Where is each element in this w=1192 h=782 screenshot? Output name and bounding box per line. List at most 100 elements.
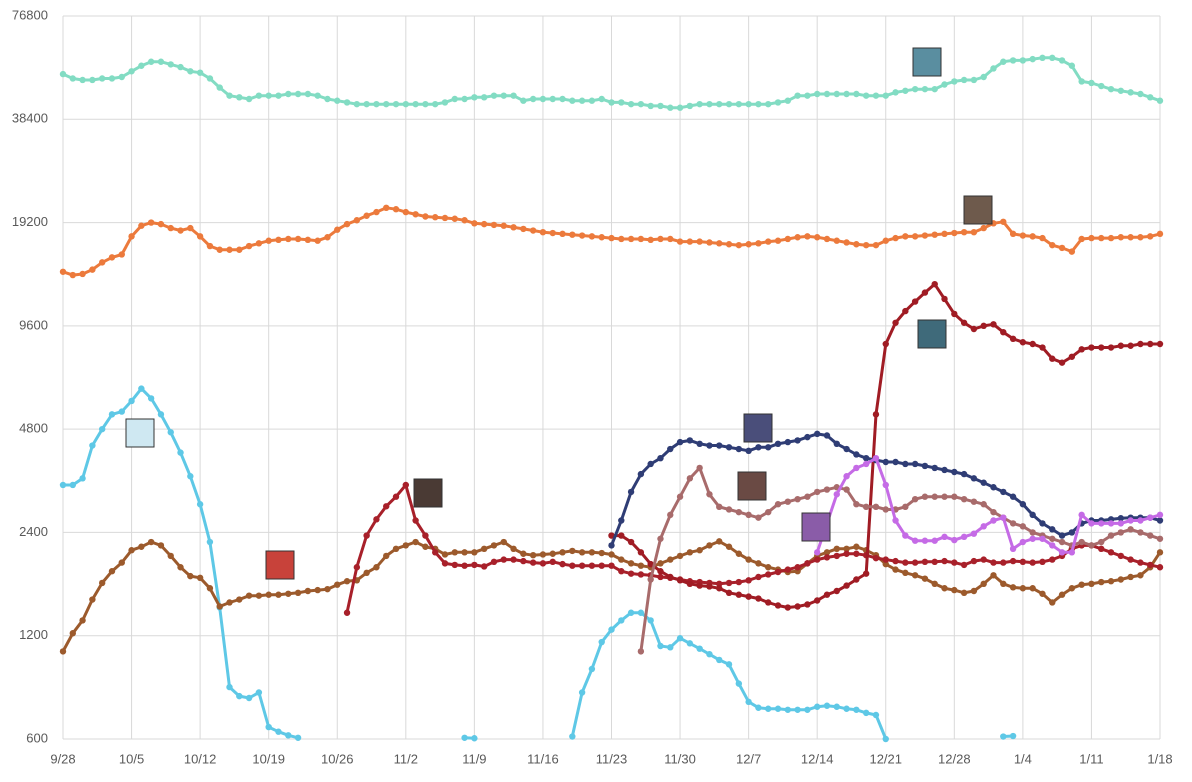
data-point — [598, 549, 605, 557]
data-point — [902, 87, 909, 94]
data-point — [657, 568, 664, 575]
data-point — [735, 680, 743, 687]
data-point — [490, 558, 498, 566]
data-point — [676, 552, 684, 560]
data-point — [1049, 241, 1056, 249]
data-point — [843, 545, 850, 553]
data-point — [980, 479, 987, 486]
data-point — [353, 217, 361, 224]
data-point — [882, 560, 889, 568]
data-point — [765, 599, 772, 606]
data-point — [774, 568, 782, 576]
data-point — [794, 92, 801, 99]
data-point — [187, 572, 194, 580]
data-point — [745, 447, 752, 455]
data-point — [765, 508, 772, 516]
data-point — [804, 233, 811, 240]
data-point — [245, 694, 253, 702]
data-point — [833, 545, 840, 553]
data-point — [657, 102, 664, 110]
series-icon — [743, 413, 773, 443]
data-point — [941, 230, 948, 238]
data-point — [833, 491, 840, 498]
data-point — [1058, 591, 1066, 598]
data-point — [529, 227, 537, 234]
data-point — [569, 733, 576, 740]
data-point — [1000, 559, 1007, 566]
data-point — [686, 640, 694, 647]
data-point — [872, 554, 880, 562]
data-point — [990, 517, 997, 524]
data-point — [1029, 233, 1036, 240]
series-icon — [801, 512, 831, 542]
data-point — [226, 599, 233, 606]
data-point — [108, 411, 116, 418]
data-point — [1098, 344, 1105, 351]
data-point — [765, 444, 772, 451]
data-point — [1009, 584, 1017, 591]
data-point — [911, 495, 919, 503]
data-point — [1039, 535, 1046, 542]
data-point — [765, 238, 772, 245]
data-point — [667, 573, 674, 581]
data-point — [902, 503, 909, 511]
x-tick-label: 1/4 — [1014, 751, 1032, 766]
data-point — [294, 90, 302, 98]
data-point — [226, 246, 233, 253]
data-point — [304, 587, 312, 595]
data-point — [59, 70, 67, 78]
data-point — [755, 444, 762, 451]
data-point — [706, 442, 713, 449]
data-point — [823, 591, 831, 598]
data-point — [1147, 532, 1154, 539]
data-point — [911, 460, 919, 468]
data-point — [1029, 585, 1036, 592]
data-point — [128, 397, 135, 405]
data-point — [1137, 529, 1144, 536]
data-point — [490, 221, 498, 229]
series-icon — [912, 47, 942, 77]
data-point — [862, 92, 870, 99]
data-point — [285, 90, 292, 98]
data-point — [147, 538, 155, 546]
data-point — [1117, 576, 1125, 583]
data-point — [980, 322, 987, 330]
data-point — [902, 307, 909, 315]
data-point — [118, 73, 125, 81]
data-point — [980, 523, 987, 530]
data-point — [755, 514, 762, 521]
data-point — [745, 556, 752, 563]
data-point — [1098, 234, 1105, 242]
data-point — [89, 76, 96, 84]
data-point — [921, 558, 929, 566]
data-point — [921, 537, 929, 544]
data-point — [1137, 234, 1144, 241]
data-point — [167, 552, 174, 560]
data-point — [255, 92, 263, 99]
data-point — [1117, 552, 1125, 560]
data-point — [823, 432, 831, 439]
y-tick-label: 600 — [26, 730, 48, 745]
data-point — [1039, 54, 1046, 62]
data-point — [265, 723, 272, 731]
data-point — [167, 429, 174, 436]
data-point — [1000, 514, 1007, 521]
data-point — [294, 589, 302, 597]
data-point — [1117, 342, 1125, 349]
data-point — [960, 319, 968, 326]
data-point — [931, 558, 938, 566]
data-point — [657, 642, 664, 650]
data-point — [882, 556, 889, 563]
data-point — [363, 212, 370, 219]
data-point — [588, 549, 596, 556]
data-point — [1000, 580, 1007, 588]
data-point — [1088, 520, 1095, 527]
data-point — [569, 97, 576, 104]
data-point — [784, 97, 792, 104]
data-point — [206, 538, 214, 546]
data-point — [1147, 561, 1154, 569]
data-point — [196, 233, 204, 240]
data-point — [990, 65, 997, 72]
data-point — [236, 94, 243, 101]
data-point — [882, 506, 889, 513]
